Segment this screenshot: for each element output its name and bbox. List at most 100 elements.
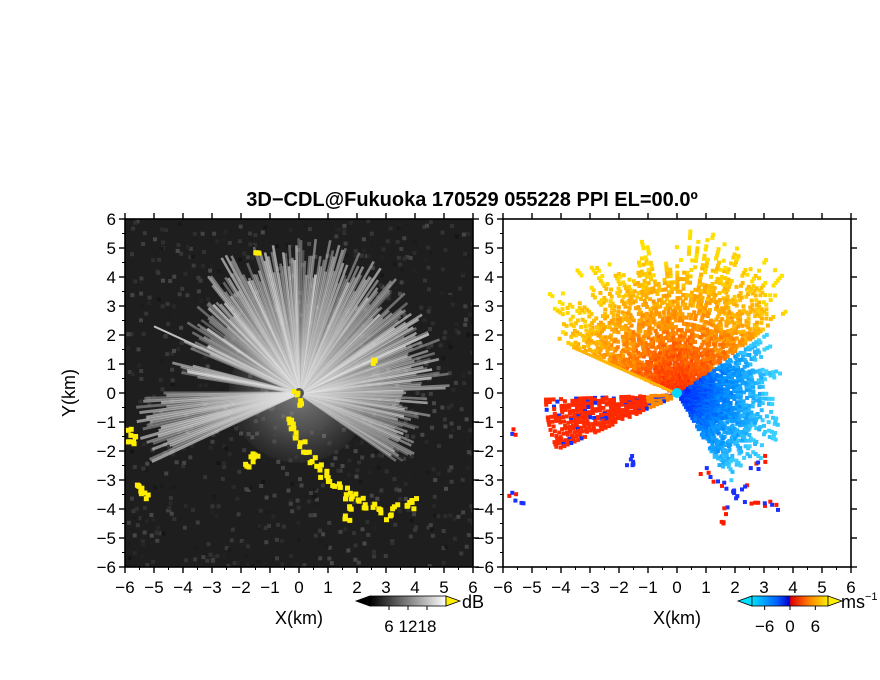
velocity-pixel	[580, 350, 584, 354]
velocity-pixel	[616, 416, 620, 421]
velocity-pixel	[643, 344, 648, 349]
velocity-pixel	[691, 384, 696, 389]
velocity-pixel	[640, 282, 645, 287]
snr-strong-echo	[395, 502, 401, 508]
snr-noise-pixel	[388, 226, 393, 231]
velocity-pixel	[693, 353, 698, 358]
velocity-pixel	[718, 384, 723, 389]
snr-noise-pixel	[130, 252, 135, 257]
snr-noise-pixel	[387, 293, 391, 298]
velocity-pixel	[659, 385, 662, 388]
snr-noise-pixel	[399, 455, 404, 460]
velocity-pixel	[663, 386, 667, 390]
snr-noise-pixel	[161, 278, 165, 283]
velocity-pixel	[685, 325, 690, 330]
snr-noise-pixel	[183, 504, 188, 509]
snr-noise-pixel	[433, 478, 438, 482]
velocity-pixel	[722, 434, 727, 439]
velocity-pixel	[695, 249, 700, 254]
snr-noise-pixel	[195, 341, 200, 345]
velocity-pixel	[737, 330, 742, 335]
velocity-pixel	[732, 325, 737, 330]
velocity-pixel	[750, 279, 755, 284]
snr-noise-pixel	[426, 470, 431, 474]
snr-noise-pixel	[466, 332, 471, 337]
snr-noise-pixel	[300, 263, 305, 268]
velocity-pixel	[728, 401, 733, 405]
snr-noise-pixel	[171, 485, 176, 490]
velocity-pixel	[701, 415, 706, 420]
snr-noise-pixel	[303, 223, 308, 228]
velocity-pixel	[663, 287, 668, 292]
velocity-pixel	[623, 413, 627, 418]
snr-noise-pixel	[365, 519, 370, 524]
snr-noise-pixel	[264, 540, 269, 545]
velocity-pixel	[599, 298, 604, 303]
snr-noise-pixel	[461, 371, 466, 376]
velocity-pixel	[699, 288, 704, 293]
velocity-pixel	[555, 436, 560, 441]
velocity-pixel	[646, 251, 651, 256]
snr-noise-pixel	[151, 258, 156, 263]
velocity-pixel	[715, 412, 720, 416]
snr-noise-pixel	[440, 230, 445, 235]
velocity-pixel	[563, 403, 568, 408]
snr-noise-pixel	[394, 320, 399, 325]
snr-strong-echo	[125, 427, 131, 433]
velocity-pixel	[757, 300, 761, 305]
snr-noise-pixel	[462, 381, 467, 386]
velocity-pixel	[741, 402, 746, 407]
velocity-pixel	[569, 322, 574, 327]
snr-noise-pixel	[320, 483, 325, 488]
y-tick-label: −6	[475, 558, 494, 577]
velocity-pixel	[735, 392, 740, 397]
snr-noise-pixel	[408, 256, 413, 260]
velocity-pixel	[725, 505, 730, 510]
velocity-pixel	[722, 397, 727, 402]
velocity-pixel	[708, 298, 713, 303]
velocity-pixel	[678, 277, 683, 281]
velocity-pixel	[633, 282, 638, 287]
y-tick-label: 0	[485, 384, 494, 403]
velocity-pixel	[656, 345, 661, 349]
velocity-pixel	[726, 456, 731, 461]
snr-noise-pixel	[185, 430, 190, 434]
snr-noise-pixel	[139, 554, 144, 559]
velocity-pixel	[735, 371, 739, 376]
velocity-pixel	[670, 347, 674, 352]
snr-noise-pixel	[411, 398, 416, 403]
velocity-pixel	[760, 327, 765, 332]
snr-noise-pixel	[449, 403, 454, 408]
velocity-pixel	[689, 332, 694, 337]
snr-noise-pixel	[234, 426, 239, 431]
snr-noise-pixel	[172, 517, 177, 522]
velocity-pixel	[723, 311, 728, 316]
velocity-pixel	[598, 291, 603, 295]
velocity-pixel	[771, 315, 776, 319]
velocity-pixel	[551, 397, 556, 402]
velocity-pixel	[758, 425, 763, 430]
snr-noise-pixel	[248, 242, 253, 247]
snr-noise-pixel	[398, 291, 402, 296]
velocity-pixel	[764, 307, 769, 312]
velocity-pixel	[640, 239, 644, 244]
snr-noise-pixel	[167, 505, 172, 510]
snr-noise-pixel	[313, 254, 318, 259]
velocity-pixel	[592, 318, 597, 323]
snr-noise-pixel	[212, 495, 217, 500]
velocity-pixel	[673, 312, 678, 317]
velocity-pixel	[729, 393, 734, 398]
velocity-pixel	[579, 325, 584, 329]
snr-strong-echoes	[125, 250, 419, 523]
velocity-pixel	[724, 381, 729, 386]
velocity-pixel	[655, 338, 660, 343]
snr-noise-pixel	[138, 399, 143, 404]
velocity-pixel	[714, 256, 719, 261]
snr-noise-pixel	[392, 262, 397, 267]
velocity-pixel	[771, 433, 776, 438]
velocity-pixel	[717, 281, 722, 285]
snr-strong-echo	[342, 516, 348, 522]
snr-noise-pixel	[443, 514, 448, 519]
velocity-pixel	[601, 359, 605, 363]
velocity-pixel	[580, 317, 585, 322]
